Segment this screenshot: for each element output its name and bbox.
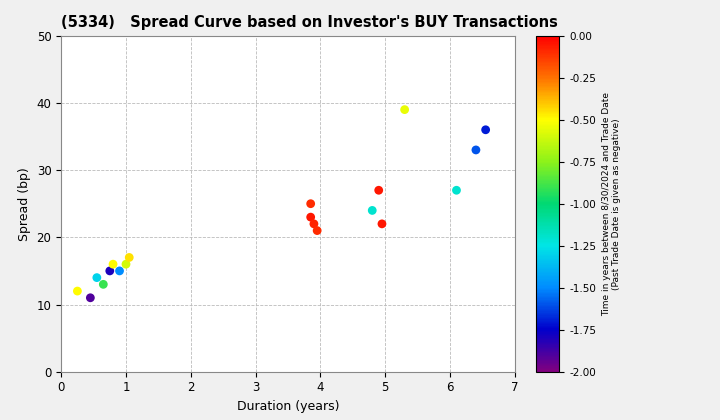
- Point: [85, 294, 96, 301]
- Point: [97, 281, 109, 288]
- Point: [91, 274, 103, 281]
- Point: [399, 106, 410, 113]
- Point: [366, 207, 378, 214]
- Point: [120, 261, 132, 268]
- X-axis label: Duration (years): Duration (years): [237, 400, 339, 413]
- Point: [104, 268, 115, 274]
- Point: [451, 187, 462, 194]
- Point: [308, 220, 320, 227]
- Point: [376, 220, 387, 227]
- Point: [305, 200, 317, 207]
- Point: [124, 254, 135, 261]
- Point: [373, 187, 384, 194]
- Point: [312, 227, 323, 234]
- Point: [470, 147, 482, 153]
- Point: [305, 214, 317, 220]
- Y-axis label: Spread (bp): Spread (bp): [18, 167, 31, 241]
- Y-axis label: Time in years between 8/30/2024 and Trade Date
(Past Trade Date is given as nega: Time in years between 8/30/2024 and Trad…: [602, 92, 621, 316]
- Point: [114, 268, 125, 274]
- Point: [72, 288, 84, 294]
- Point: [107, 261, 119, 268]
- Text: (5334)   Spread Curve based on Investor's BUY Transactions: (5334) Spread Curve based on Investor's …: [61, 16, 558, 30]
- Point: [480, 126, 491, 133]
